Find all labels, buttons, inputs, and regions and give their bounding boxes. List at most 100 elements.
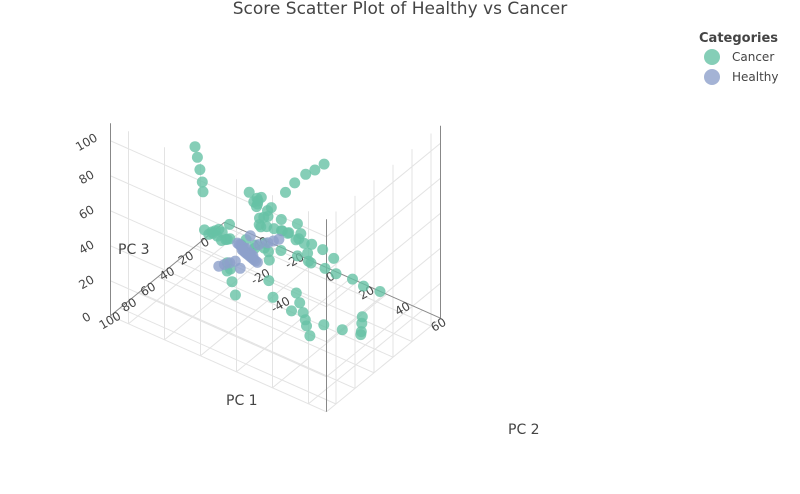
grid-line-y [308, 309, 423, 405]
grid-line-z [110, 140, 327, 238]
grid-line-z [326, 317, 441, 413]
data-point-cancer [309, 164, 321, 176]
grid-line-x [176, 260, 394, 358]
data-point-cancer [318, 158, 330, 170]
data-point-cancer [374, 286, 386, 297]
data-point-cancer [318, 319, 330, 331]
data-point-cancer [263, 275, 275, 287]
chart-title: Score Scatter Plot of Healthy vs Cancer [233, 0, 567, 19]
data-point-healthy [236, 244, 248, 256]
data-point-healthy [244, 230, 256, 242]
data-point-cancer [319, 262, 331, 274]
data-point-cancer [358, 280, 369, 292]
tick-label-pc1: 80 [119, 295, 139, 315]
axis-title-pc2: PC 2 [508, 422, 540, 438]
legend: Categories Cancer Healthy [699, 31, 779, 85]
tick-label-pc3: 20 [76, 272, 96, 292]
grid-line-z [326, 282, 441, 378]
legend-label-healthy: Healthy [732, 70, 779, 84]
grid-line-y [236, 277, 351, 373]
data-point-cancer [289, 177, 301, 189]
data-point-cancer [294, 297, 306, 309]
tick-label-pc3: 0 [80, 309, 94, 325]
axis-title-pc1: PC 1 [226, 393, 258, 409]
data-point-cancer [356, 311, 368, 323]
data-point-cancer [196, 176, 208, 188]
tick-label-pc2: 60 [428, 315, 448, 335]
data-point-healthy [273, 233, 285, 245]
data-point-cancer [226, 276, 238, 288]
data-point-cancer [328, 252, 340, 264]
data-point-cancer [197, 186, 209, 198]
data-point-healthy [234, 262, 246, 274]
tick-label-pc1: 20 [176, 248, 196, 268]
tick-label-pc3: 80 [76, 167, 96, 187]
data-point-healthy [253, 239, 265, 251]
points-layer [189, 141, 386, 342]
data-point-cancer [297, 307, 309, 319]
data-point-cancer [300, 168, 312, 180]
data-point-cancer [280, 186, 291, 198]
data-point-cancer [224, 218, 235, 230]
data-point-cancer [317, 244, 329, 256]
grid-line-z [110, 175, 327, 273]
legend-title: Categories [699, 31, 778, 46]
legend-item-cancer[interactable]: Cancer [704, 49, 774, 65]
data-point-cancer [275, 245, 287, 256]
grid-line-y [200, 261, 315, 357]
data-point-cancer [267, 291, 279, 303]
grid-line-z [110, 210, 327, 308]
data-point-cancer [305, 257, 317, 269]
data-point-cancer [302, 247, 314, 259]
grid-layer [110, 131, 441, 413]
data-point-cancer [292, 250, 303, 262]
grid-line-y [128, 229, 243, 325]
tick-label-pc1: 100 [97, 309, 124, 333]
tick-label-pc1: 40 [157, 264, 177, 284]
legend-marker-healthy [704, 69, 720, 85]
grid-line-z [326, 177, 441, 273]
tick-layer: 020406080100020406080100-20-40-40-200204… [73, 131, 449, 335]
tick-label-pc3: 40 [76, 237, 96, 257]
data-point-cancer [336, 324, 348, 336]
grid-line-z [326, 142, 441, 238]
data-point-cancer [251, 201, 262, 213]
data-point-cancer [290, 287, 302, 299]
data-point-cancer [243, 186, 255, 198]
grid-line-x [138, 291, 356, 389]
data-point-healthy [213, 260, 225, 272]
tick-label-pc3: 100 [73, 131, 100, 155]
data-point-cancer [295, 228, 307, 240]
data-point-cancer [275, 214, 287, 225]
data-point-healthy [251, 256, 263, 268]
data-point-cancer [191, 151, 203, 163]
data-point-cancer [298, 237, 310, 249]
data-point-cancer [194, 164, 206, 176]
grid-line-z [326, 212, 441, 308]
grid-line-y [272, 293, 387, 389]
data-point-cancer [229, 289, 241, 301]
legend-item-healthy[interactable]: Healthy [704, 69, 779, 85]
grid-line-z [110, 315, 327, 413]
grid-line-x [157, 276, 375, 374]
grid-line-z [110, 245, 327, 343]
data-point-cancer [291, 218, 303, 230]
data-point-cancer [355, 326, 367, 338]
grid-line-z [110, 280, 327, 378]
data-point-cancer [304, 330, 316, 342]
data-point-cancer [282, 227, 294, 239]
legend-label-cancer: Cancer [732, 50, 774, 64]
axis-title-pc3: PC 3 [118, 242, 150, 258]
data-point-cancer [189, 141, 201, 153]
data-point-cancer [330, 268, 342, 280]
data-point-cancer [286, 305, 297, 317]
grid-line-x [119, 307, 337, 405]
tick-label-pc1: 60 [138, 279, 158, 299]
tick-label-pc3: 60 [76, 202, 96, 222]
data-point-cancer [206, 226, 218, 238]
data-point-cancer [263, 254, 275, 266]
legend-marker-cancer [704, 49, 720, 65]
data-point-cancer [347, 273, 358, 285]
tick-label-pc2: 40 [392, 299, 412, 319]
